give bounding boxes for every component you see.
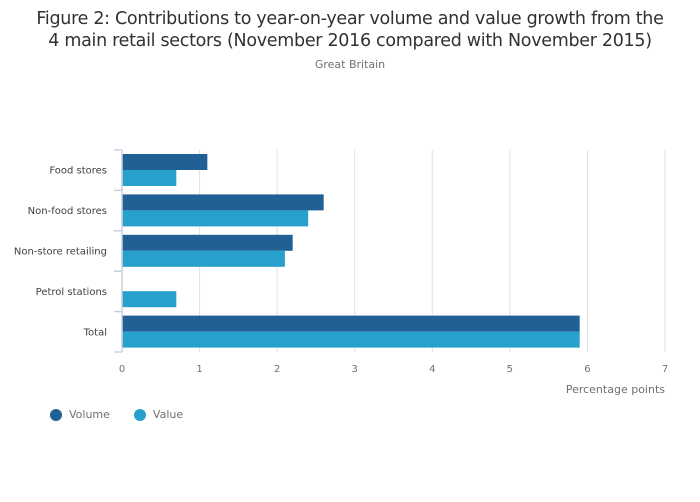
x-axis: 0 1 2 3 4 5 6 7 bbox=[119, 364, 668, 375]
bar-volume-non-food-stores[interactable] bbox=[122, 194, 324, 211]
bar-value-non-food-stores[interactable] bbox=[122, 210, 309, 227]
legend-label-value: Value bbox=[152, 408, 184, 421]
x-tick-label: 5 bbox=[507, 364, 513, 375]
chart-title-line-2: 4 main retail sectors (November 2016 com… bbox=[48, 31, 652, 51]
y-category-label: Food stores bbox=[49, 166, 107, 177]
legend-label-volume: Volume bbox=[69, 408, 110, 421]
bar-value-food-stores[interactable] bbox=[122, 170, 177, 186]
chart-subtitle: Great Britain bbox=[314, 58, 386, 71]
x-tick-label: 7 bbox=[662, 364, 668, 375]
x-tick-label: 2 bbox=[274, 364, 280, 375]
x-tick-label: 0 bbox=[119, 364, 125, 375]
bar-value-total[interactable] bbox=[122, 331, 580, 348]
x-tick-label: 4 bbox=[429, 364, 435, 375]
bar-volume-food-stores[interactable] bbox=[122, 154, 208, 170]
bar-volume-total[interactable] bbox=[122, 315, 580, 332]
legend-item-value[interactable]: Value bbox=[133, 408, 184, 421]
y-category-label: Non-store retailing bbox=[14, 247, 107, 258]
x-tick-label: 1 bbox=[196, 364, 202, 375]
legend-marker-value bbox=[133, 408, 146, 421]
legend: Volume Value bbox=[50, 408, 207, 421]
y-category-label: Petrol stations bbox=[36, 287, 107, 298]
legend-marker-volume bbox=[50, 408, 62, 421]
y-axis: Food stores Non-food stores Non-store reta… bbox=[14, 149, 123, 353]
bars bbox=[122, 154, 580, 348]
y-category-label: Non-food stores bbox=[28, 206, 107, 217]
chart-title-line-1: Figure 2: Contributions to year-on-year … bbox=[36, 9, 664, 29]
chart-title: Figure 2: Contributions to year-on-year … bbox=[0, 8, 700, 52]
x-tick-label: 6 bbox=[584, 364, 590, 375]
bar-value-petrol-stations[interactable] bbox=[122, 291, 177, 308]
bar-value-non-store-retailing[interactable] bbox=[122, 250, 285, 267]
x-axis-title: Percentage points bbox=[566, 383, 665, 396]
bar-volume-non-store-retailing[interactable] bbox=[122, 234, 293, 251]
y-category-label: Total bbox=[83, 327, 107, 338]
x-tick-label: 3 bbox=[352, 364, 358, 375]
legend-item-volume[interactable]: Volume bbox=[50, 408, 110, 421]
